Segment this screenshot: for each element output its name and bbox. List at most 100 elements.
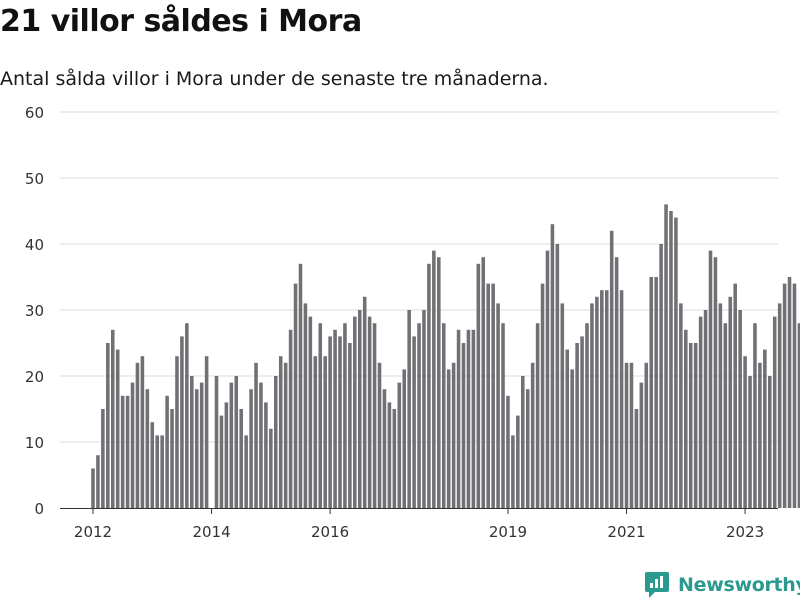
bar [654, 277, 658, 508]
bar [259, 382, 263, 508]
bar [491, 283, 495, 508]
bar [135, 362, 140, 508]
bar [753, 323, 757, 508]
bar [698, 316, 703, 508]
bar [323, 356, 327, 508]
bar [580, 336, 584, 508]
bar [362, 296, 367, 508]
bar [565, 349, 570, 508]
bar [456, 329, 461, 508]
bar [624, 362, 629, 508]
bar [782, 283, 787, 508]
bar [343, 323, 347, 508]
bar [787, 277, 792, 508]
bar [214, 376, 219, 508]
bar [476, 263, 481, 508]
bar [446, 369, 451, 508]
bar [713, 257, 718, 508]
bar [204, 356, 209, 508]
y-tick-label: 60 [25, 104, 44, 122]
bar [106, 343, 110, 508]
bar [234, 376, 239, 508]
bar [540, 283, 545, 508]
bar [249, 389, 253, 508]
bar [644, 362, 649, 508]
bar [604, 290, 609, 508]
bar [792, 283, 797, 508]
bar [437, 257, 441, 508]
bar [772, 316, 777, 508]
bar [684, 329, 688, 508]
bar [180, 336, 184, 508]
bar [120, 395, 125, 508]
bar [348, 343, 352, 508]
bar [525, 389, 530, 508]
bar [545, 250, 550, 508]
bar [738, 310, 742, 508]
bar [293, 283, 298, 508]
bar [481, 257, 486, 508]
bar [496, 303, 500, 508]
bar [768, 376, 772, 508]
bar [679, 303, 683, 508]
bar [313, 356, 318, 508]
y-tick-label: 50 [25, 170, 44, 188]
bar [461, 343, 466, 508]
bar [190, 376, 194, 508]
bar [585, 323, 589, 508]
newsworthy-logo[interactable]: Newsworthy [644, 569, 800, 601]
bar [763, 349, 767, 508]
bar [575, 343, 579, 508]
bar [688, 343, 693, 508]
bar [619, 290, 624, 508]
x-tick-label: 2012 [74, 523, 112, 541]
bar [669, 211, 673, 508]
bar [278, 356, 283, 508]
bar [506, 395, 510, 508]
bar [274, 376, 278, 508]
bar [397, 382, 402, 508]
bar [254, 362, 258, 508]
bar [298, 263, 303, 508]
bar [708, 250, 713, 508]
y-tick-label: 0 [34, 500, 44, 518]
bar [451, 362, 456, 508]
bar [501, 323, 505, 508]
bar [797, 323, 800, 508]
bar [728, 296, 733, 508]
bar [353, 316, 357, 508]
bar [412, 336, 416, 508]
bar [382, 389, 387, 508]
bar [718, 303, 723, 508]
bar [595, 296, 599, 508]
x-tick-label: 2014 [192, 523, 230, 541]
chart-subtitle: Antal sålda villor i Mora under de senas… [0, 68, 549, 90]
bar [639, 382, 644, 508]
bar [160, 435, 164, 508]
bar [308, 316, 313, 508]
bar [609, 230, 614, 509]
bar [486, 283, 490, 508]
bar [115, 349, 120, 508]
bar [185, 323, 189, 508]
bar [693, 343, 698, 508]
bar [110, 329, 115, 508]
bar [175, 356, 179, 508]
bar [432, 250, 436, 508]
newsworthy-icon [645, 572, 669, 598]
chart-title: 21 villor såldes i Mora [0, 4, 362, 39]
x-tick-label: 2021 [607, 523, 645, 541]
y-tick-label: 20 [25, 368, 44, 386]
bar [402, 369, 406, 508]
bar [125, 395, 130, 508]
bar [328, 336, 332, 508]
bar [422, 310, 426, 508]
bar [91, 468, 95, 508]
bar [155, 435, 159, 508]
y-tick-label: 30 [25, 302, 44, 320]
bar [357, 310, 362, 508]
bar [758, 362, 762, 508]
x-tick-label: 2023 [726, 523, 764, 541]
bar [269, 428, 273, 508]
